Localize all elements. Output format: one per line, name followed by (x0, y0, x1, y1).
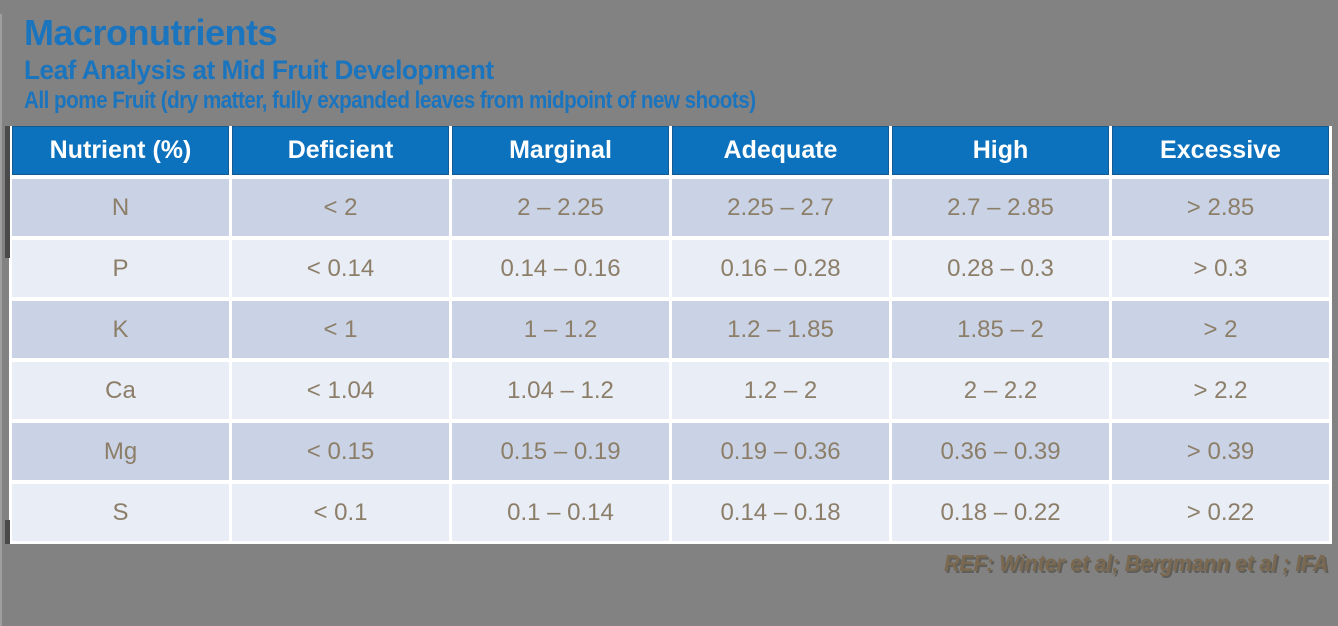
table-left-edge-top (5, 126, 10, 259)
value-cell: > 2.2 (1112, 362, 1329, 420)
value-cell: 1.04 – 1.2 (452, 362, 669, 420)
value-cell: 2.25 – 2.7 (672, 179, 889, 237)
value-cell: > 2.85 (1112, 179, 1329, 237)
value-cell: 0.18 – 0.22 (892, 484, 1109, 542)
column-header: Nutrient (%) (12, 126, 229, 176)
column-header: Adequate (672, 126, 889, 176)
value-cell: < 0.1 (232, 484, 449, 542)
nutrient-cell: P (12, 240, 229, 298)
value-cell: 0.36 – 0.39 (892, 423, 1109, 481)
value-cell: 2.7 – 2.85 (892, 179, 1109, 237)
column-header: High (892, 126, 1109, 176)
value-cell: 1.85 – 2 (892, 301, 1109, 359)
value-cell: 1.2 – 1.85 (672, 301, 889, 359)
value-cell: 2 – 2.2 (892, 362, 1109, 420)
reference-text: REF: Winter et al; Bergmann et al ; IFA (943, 550, 1328, 577)
value-cell: 0.15 – 0.19 (452, 423, 669, 481)
value-cell: > 0.22 (1112, 484, 1329, 542)
nutrient-table: Nutrient (%) Deficient Marginal Adequate Hig… (5, 126, 1332, 545)
value-cell: 1.2 – 2 (672, 362, 889, 420)
slide: { "header": { "title": "Macronutrients",… (0, 14, 1338, 626)
nutrient-cell: S (12, 484, 229, 542)
value-cell: < 1.04 (232, 362, 449, 420)
slide-header: Macronutrients Leaf Analysis at Mid Frui… (24, 14, 1338, 114)
value-cell: < 2 (232, 179, 449, 237)
value-cell: < 0.14 (232, 240, 449, 298)
value-cell: 0.14 – 0.16 (452, 240, 669, 298)
table-row: Mg < 0.15 0.15 – 0.19 0.19 – 0.36 0.36 – 0.3… (12, 423, 1329, 481)
value-cell: < 1 (232, 301, 449, 359)
value-cell: > 0.3 (1112, 240, 1329, 298)
value-cell: > 0.39 (1112, 423, 1329, 481)
slide-description: All pome Fruit (dry matter, fully expand… (24, 86, 756, 114)
value-cell: 0.16 – 0.28 (672, 240, 889, 298)
nutrient-cell: N (12, 179, 229, 237)
value-cell: 2 – 2.25 (452, 179, 669, 237)
value-cell: 0.19 – 0.36 (672, 423, 889, 481)
table-header-row: Nutrient (%) Deficient Marginal Adequate Hig… (12, 126, 1329, 176)
value-cell: 1 – 1.2 (452, 301, 669, 359)
table-row: P < 0.14 0.14 – 0.16 0.16 – 0.28 0.28 – 0.3 >… (12, 240, 1329, 298)
table-row: S < 0.1 0.1 – 0.14 0.14 – 0.18 0.18 – 0.22 > … (12, 484, 1329, 542)
slide-title: Macronutrients (24, 12, 278, 53)
value-cell: < 0.15 (232, 423, 449, 481)
column-header: Excessive (1112, 126, 1329, 176)
nutrient-cell: Ca (12, 362, 229, 420)
nutrient-cell: K (12, 301, 229, 359)
value-cell: 0.1 – 0.14 (452, 484, 669, 542)
nutrient-cell: Mg (12, 423, 229, 481)
column-header: Marginal (452, 126, 669, 176)
column-header: Deficient (232, 126, 449, 176)
value-cell: > 2 (1112, 301, 1329, 359)
slide-subtitle: Leaf Analysis at Mid Fruit Development (24, 54, 494, 85)
table-left-edge-bottom (5, 520, 10, 545)
value-cell: 0.14 – 0.18 (672, 484, 889, 542)
value-cell: 0.28 – 0.3 (892, 240, 1109, 298)
